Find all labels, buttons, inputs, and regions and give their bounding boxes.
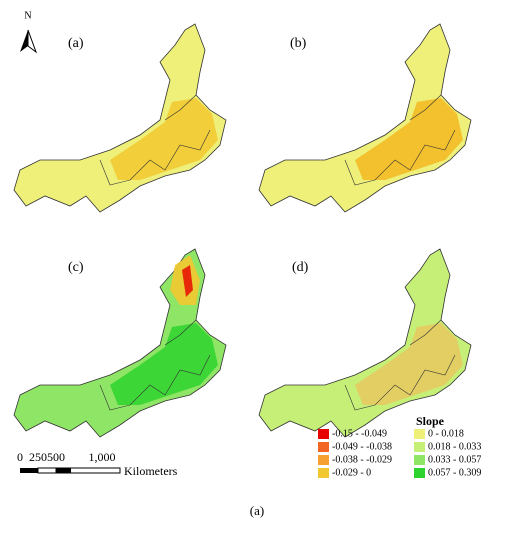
scale-segment <box>56 468 71 473</box>
caption: (a) <box>250 503 264 518</box>
region-zone <box>110 98 218 180</box>
boundary <box>164 319 197 346</box>
map-panel <box>13 23 227 213</box>
scale-segment <box>20 468 38 473</box>
scale-tick-label: 0 <box>17 450 23 464</box>
legend-swatch <box>318 455 329 465</box>
legend-swatch <box>318 442 329 452</box>
legend-swatch <box>414 468 425 478</box>
legend-swatch <box>414 429 425 439</box>
boundary <box>409 319 442 346</box>
panel-label: (a) <box>68 36 84 51</box>
panel-label: (d) <box>292 260 309 275</box>
boundary <box>99 129 211 186</box>
legend-label: -0.038 - -0.029 <box>332 454 392 465</box>
region-zone <box>182 265 193 297</box>
boundary <box>409 94 442 121</box>
legend-label: -0.029 - 0 <box>332 467 371 478</box>
scale-segment <box>37 467 57 474</box>
north-label: N <box>24 10 31 21</box>
legend-title: Slope <box>416 414 445 428</box>
legend-label: 0.033 - 0.057 <box>428 454 481 465</box>
panel-label: (c) <box>68 260 84 275</box>
boundary <box>344 354 456 411</box>
legend-label: -0.049 - -0.038 <box>332 441 392 452</box>
region-zone <box>110 323 218 405</box>
legend-swatch <box>318 429 329 439</box>
region-zone <box>355 323 463 405</box>
legend-label: -0.15 - -0.049 <box>332 428 387 439</box>
scale-tick-label: 250 <box>29 450 47 464</box>
scale-tick-label: 1,000 <box>89 450 116 464</box>
legend-label: 0.018 - 0.033 <box>428 441 481 452</box>
boundary <box>99 354 211 411</box>
boundary <box>164 94 197 121</box>
north-arrow: N <box>20 10 38 54</box>
legend-swatch <box>318 468 329 478</box>
map-panel <box>13 248 227 438</box>
legend-label: 0 - 0.018 <box>428 428 464 439</box>
scale-bar: 0 250 500 1,000 Kilometers <box>17 450 178 478</box>
region-zone <box>355 98 463 180</box>
scale-unit: Kilometers <box>124 464 178 478</box>
legend: Slope -0.15 - -0.049 -0.049 - -0.038 -0.038… <box>318 414 481 478</box>
legend-swatch <box>414 442 425 452</box>
scale-tick-label: 500 <box>47 450 65 464</box>
map-panel <box>258 23 472 213</box>
legend-swatch <box>414 455 425 465</box>
legend-label: 0.057 - 0.309 <box>428 467 481 478</box>
boundary <box>344 129 456 186</box>
map-panel <box>258 248 472 438</box>
panel-label: (b) <box>290 36 307 51</box>
